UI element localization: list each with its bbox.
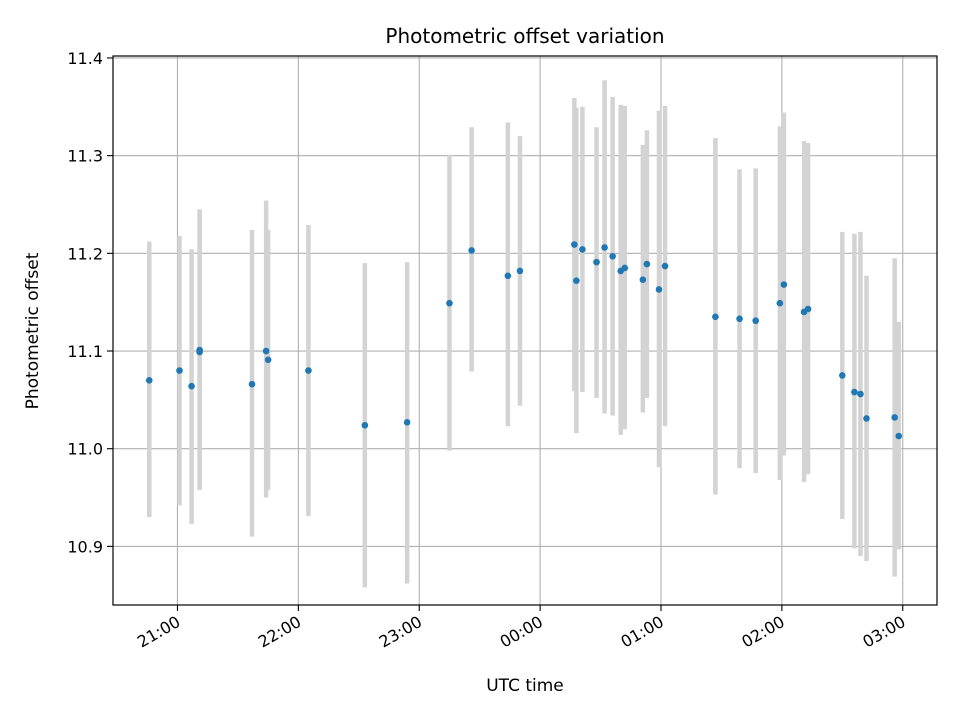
data-point	[593, 258, 600, 266]
data-point	[516, 267, 524, 275]
y-tick-label: 10.9	[67, 537, 103, 556]
data-point	[857, 390, 864, 398]
data-point	[262, 347, 270, 355]
data-point	[601, 244, 608, 251]
data-point	[188, 382, 195, 390]
data-point	[891, 414, 898, 421]
data-point	[839, 372, 846, 379]
data-point	[446, 299, 453, 307]
data-point	[895, 432, 903, 440]
y-axis-title: Photometric offset	[23, 252, 43, 409]
data-point	[361, 421, 369, 429]
y-axis: 10.9 11.0 11.1 11.2 11.3 11.4	[67, 49, 113, 556]
data-point	[752, 317, 759, 325]
data-point	[468, 247, 475, 254]
data-point	[504, 272, 512, 280]
data-point	[621, 264, 629, 272]
data-point	[248, 380, 256, 388]
data-point	[851, 388, 858, 396]
chart-title: Photometric offset variation	[385, 24, 664, 48]
plot-frame	[112, 55, 938, 606]
data-point	[712, 313, 719, 321]
data-point	[736, 315, 743, 323]
data-point	[639, 276, 647, 284]
data-point	[305, 367, 312, 374]
data-point	[661, 262, 669, 270]
data-point	[655, 286, 663, 293]
data-point	[403, 419, 411, 426]
data-point	[643, 260, 651, 268]
data-point	[176, 367, 183, 374]
data-point	[863, 415, 870, 422]
y-tick-label: 11.1	[67, 342, 103, 361]
data-point	[776, 299, 784, 307]
y-tick-label: 11.4	[67, 49, 103, 68]
data-point	[804, 305, 812, 313]
data-point	[264, 356, 272, 364]
data-point	[579, 246, 586, 253]
data-points	[145, 241, 903, 440]
x-axis-title: UTC time	[486, 676, 564, 696]
data-point	[145, 377, 153, 384]
data-point	[780, 281, 788, 288]
y-tick-label: 11.3	[67, 147, 103, 166]
data-point	[571, 241, 578, 248]
data-point	[609, 252, 616, 260]
data-point	[196, 346, 203, 354]
y-tick-label: 11.2	[67, 244, 103, 263]
data-point	[573, 277, 580, 284]
y-tick-label: 11.0	[67, 440, 103, 459]
